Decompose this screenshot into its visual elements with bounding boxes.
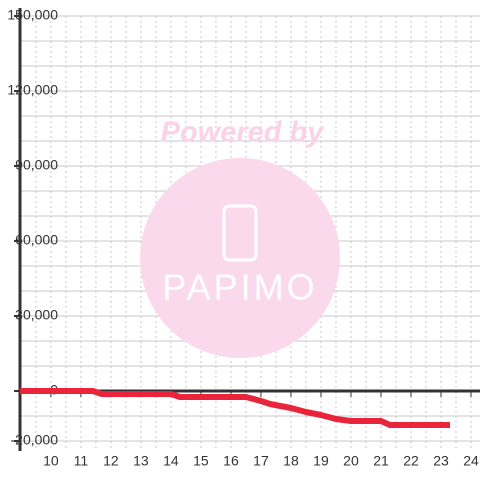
y-tick-label: 120,000 <box>7 82 58 98</box>
x-tick-label: 11 <box>74 453 89 469</box>
x-tick-label: 20 <box>343 453 359 469</box>
watermark-logo: PAPIMO <box>162 267 317 308</box>
x-tick-label: 19 <box>313 453 329 469</box>
x-tick-label: 18 <box>283 453 299 469</box>
x-tick-label: 24 <box>463 453 479 469</box>
watermark-icon <box>222 204 258 262</box>
y-tick-label: 150,000 <box>7 7 58 23</box>
watermark-text: Powered by <box>161 117 326 149</box>
x-tick-label: 23 <box>433 453 449 469</box>
y-tick-label: 60,000 <box>15 232 58 248</box>
x-tick-label: 13 <box>133 453 149 469</box>
data-line <box>20 388 450 428</box>
watermark: Powered by PAPIMO <box>140 117 340 358</box>
x-tick-label: 10 <box>43 453 59 469</box>
x-tick-label: 22 <box>403 453 419 469</box>
x-tick-label: 16 <box>223 453 239 469</box>
y-tick-label: 90,000 <box>15 157 58 173</box>
x-tick-label: 15 <box>193 453 209 469</box>
x-tick-label: 21 <box>373 453 389 469</box>
x-tick-label: 14 <box>163 453 179 469</box>
x-tick-label: 12 <box>103 453 119 469</box>
watermark-circle <box>140 158 340 358</box>
y-tick-label: -20,000 <box>11 432 59 448</box>
y-tick-label: 30,000 <box>15 307 58 323</box>
plot: 150,000120,00090,00060,00030,0000-20,000… <box>7 7 480 469</box>
x-tick-label: 17 <box>253 453 269 469</box>
